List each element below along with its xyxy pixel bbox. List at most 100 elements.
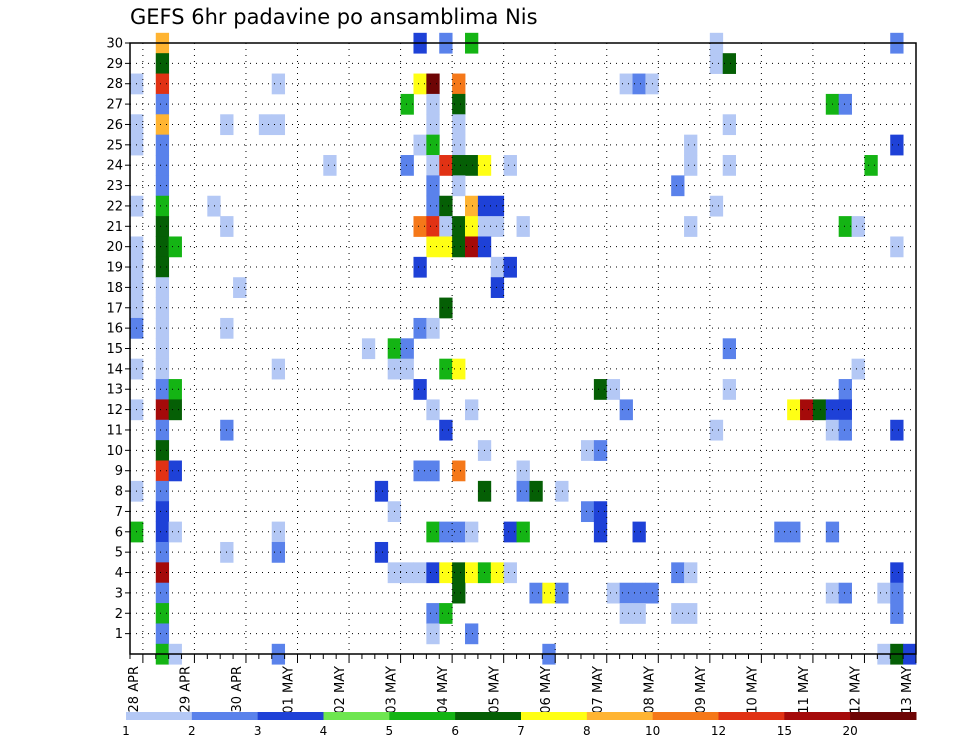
heatmap-cell [877,582,891,604]
heatmap-cell [619,582,633,604]
heatmap-cell [709,419,724,441]
heatmap-cell [374,480,389,502]
heatmap-cell [413,134,427,156]
y-tick-label: 28 [106,77,123,92]
y-tick-label: 26 [106,118,123,133]
heatmap-cell [787,399,801,421]
heatmap-cell [503,521,517,543]
heatmap-cell [452,358,466,380]
heatmap-cell [890,562,904,584]
colorbar-swatch [850,712,917,720]
heatmap-cell [529,480,543,502]
heatmap-cell [890,603,904,624]
heatmap-cell [838,93,852,115]
heatmap-cell [426,236,440,258]
heatmap-cell [155,358,170,380]
x-tick-label: 03 MAY [385,666,400,714]
heatmap-cell [413,73,427,95]
heatmap-cell [426,175,440,197]
heatmap-cell [426,623,440,645]
grid-layer [130,42,917,655]
heatmap-cell [155,399,170,421]
colorbar-label: 6 [451,724,459,738]
y-tick-label: 6 [115,525,123,540]
heatmap-cell [542,582,556,604]
heatmap-cell [774,521,788,543]
heatmap-cell [155,480,170,502]
heatmap-cell [155,603,170,624]
heatmap-cell [426,603,440,624]
heatmap-cell [426,155,440,176]
heatmap-cell [155,379,170,400]
heatmap-cell [413,256,427,278]
y-tick-label: 15 [106,342,123,357]
heatmap-cell [580,501,595,523]
heatmap-cell [516,521,530,543]
heatmap-cell [555,480,569,502]
heatmap-cell [426,460,440,482]
heatmap-cell [155,460,170,482]
y-tick-label: 12 [106,403,123,418]
heatmap-cell [593,379,608,400]
colorbar-label: 15 [777,724,792,738]
heatmap-cell [684,562,698,584]
chart-title: GEFS 6hr padavine po ansamblima Nis [130,5,538,29]
y-tick-label: 24 [106,159,123,174]
x-tick-label: 11 MAY [797,666,812,714]
colorbar-label: 12 [711,724,726,738]
heatmap-cell [465,562,479,584]
heatmap-cell [490,562,505,584]
heatmap-cell [168,521,182,543]
heatmap-cell [155,73,170,95]
x-tick-label: 28 APR [127,666,142,712]
heatmap-cell [155,256,170,278]
heatmap-cell [426,317,440,339]
y-tick-label: 22 [106,199,123,214]
heatmap-cell [800,399,814,421]
y-tick-label: 13 [106,383,123,398]
x-tick-label: 07 MAY [591,666,606,714]
heatmap-cell [490,277,505,298]
y-tick-label: 17 [106,301,123,316]
heatmap-cell [426,114,440,136]
heatmap-cell [439,358,453,380]
heatmap-cell [361,338,376,360]
heatmap-cell [258,114,273,136]
heatmap-cell [439,297,453,319]
x-tick-label: 12 MAY [848,666,863,714]
heatmap-cell [722,114,737,136]
x-tick-label: 13 MAY [900,666,915,714]
heatmap-cell [452,134,466,156]
heatmap-cell [426,73,440,95]
colorbar-swatch [718,712,785,720]
y-tick-label: 25 [106,138,123,153]
heatmap-cell [606,582,621,604]
heatmap-cell [452,175,466,197]
heatmap-cell [400,93,414,115]
heatmap-cell [452,460,466,482]
y-tick-label: 21 [106,220,123,235]
heatmap-cell [426,134,440,156]
colorbar-label: 2 [188,724,196,738]
colorbar-swatch [455,712,522,720]
heatmap-cell [155,216,170,237]
heatmap-cell [890,582,904,604]
heatmap-cell [155,317,170,339]
heatmap-cell [465,521,479,543]
x-tick-label: 01 MAY [282,666,297,714]
heatmap-cell [155,114,170,136]
heatmap-cell [890,419,904,441]
heatmap-cell [452,155,466,176]
heatmap-cell [155,195,170,217]
heatmap-cell [168,379,182,400]
y-tick-label: 18 [106,281,123,296]
cells-layer [130,32,917,665]
x-tick-label: 05 MAY [488,666,503,714]
y-tick-label: 27 [106,98,123,113]
heatmap-cell [593,440,608,461]
heatmap-cell [787,521,801,543]
heatmap-cell [155,155,170,176]
heatmap-cell [168,399,182,421]
colorbar-label: 7 [517,724,525,738]
